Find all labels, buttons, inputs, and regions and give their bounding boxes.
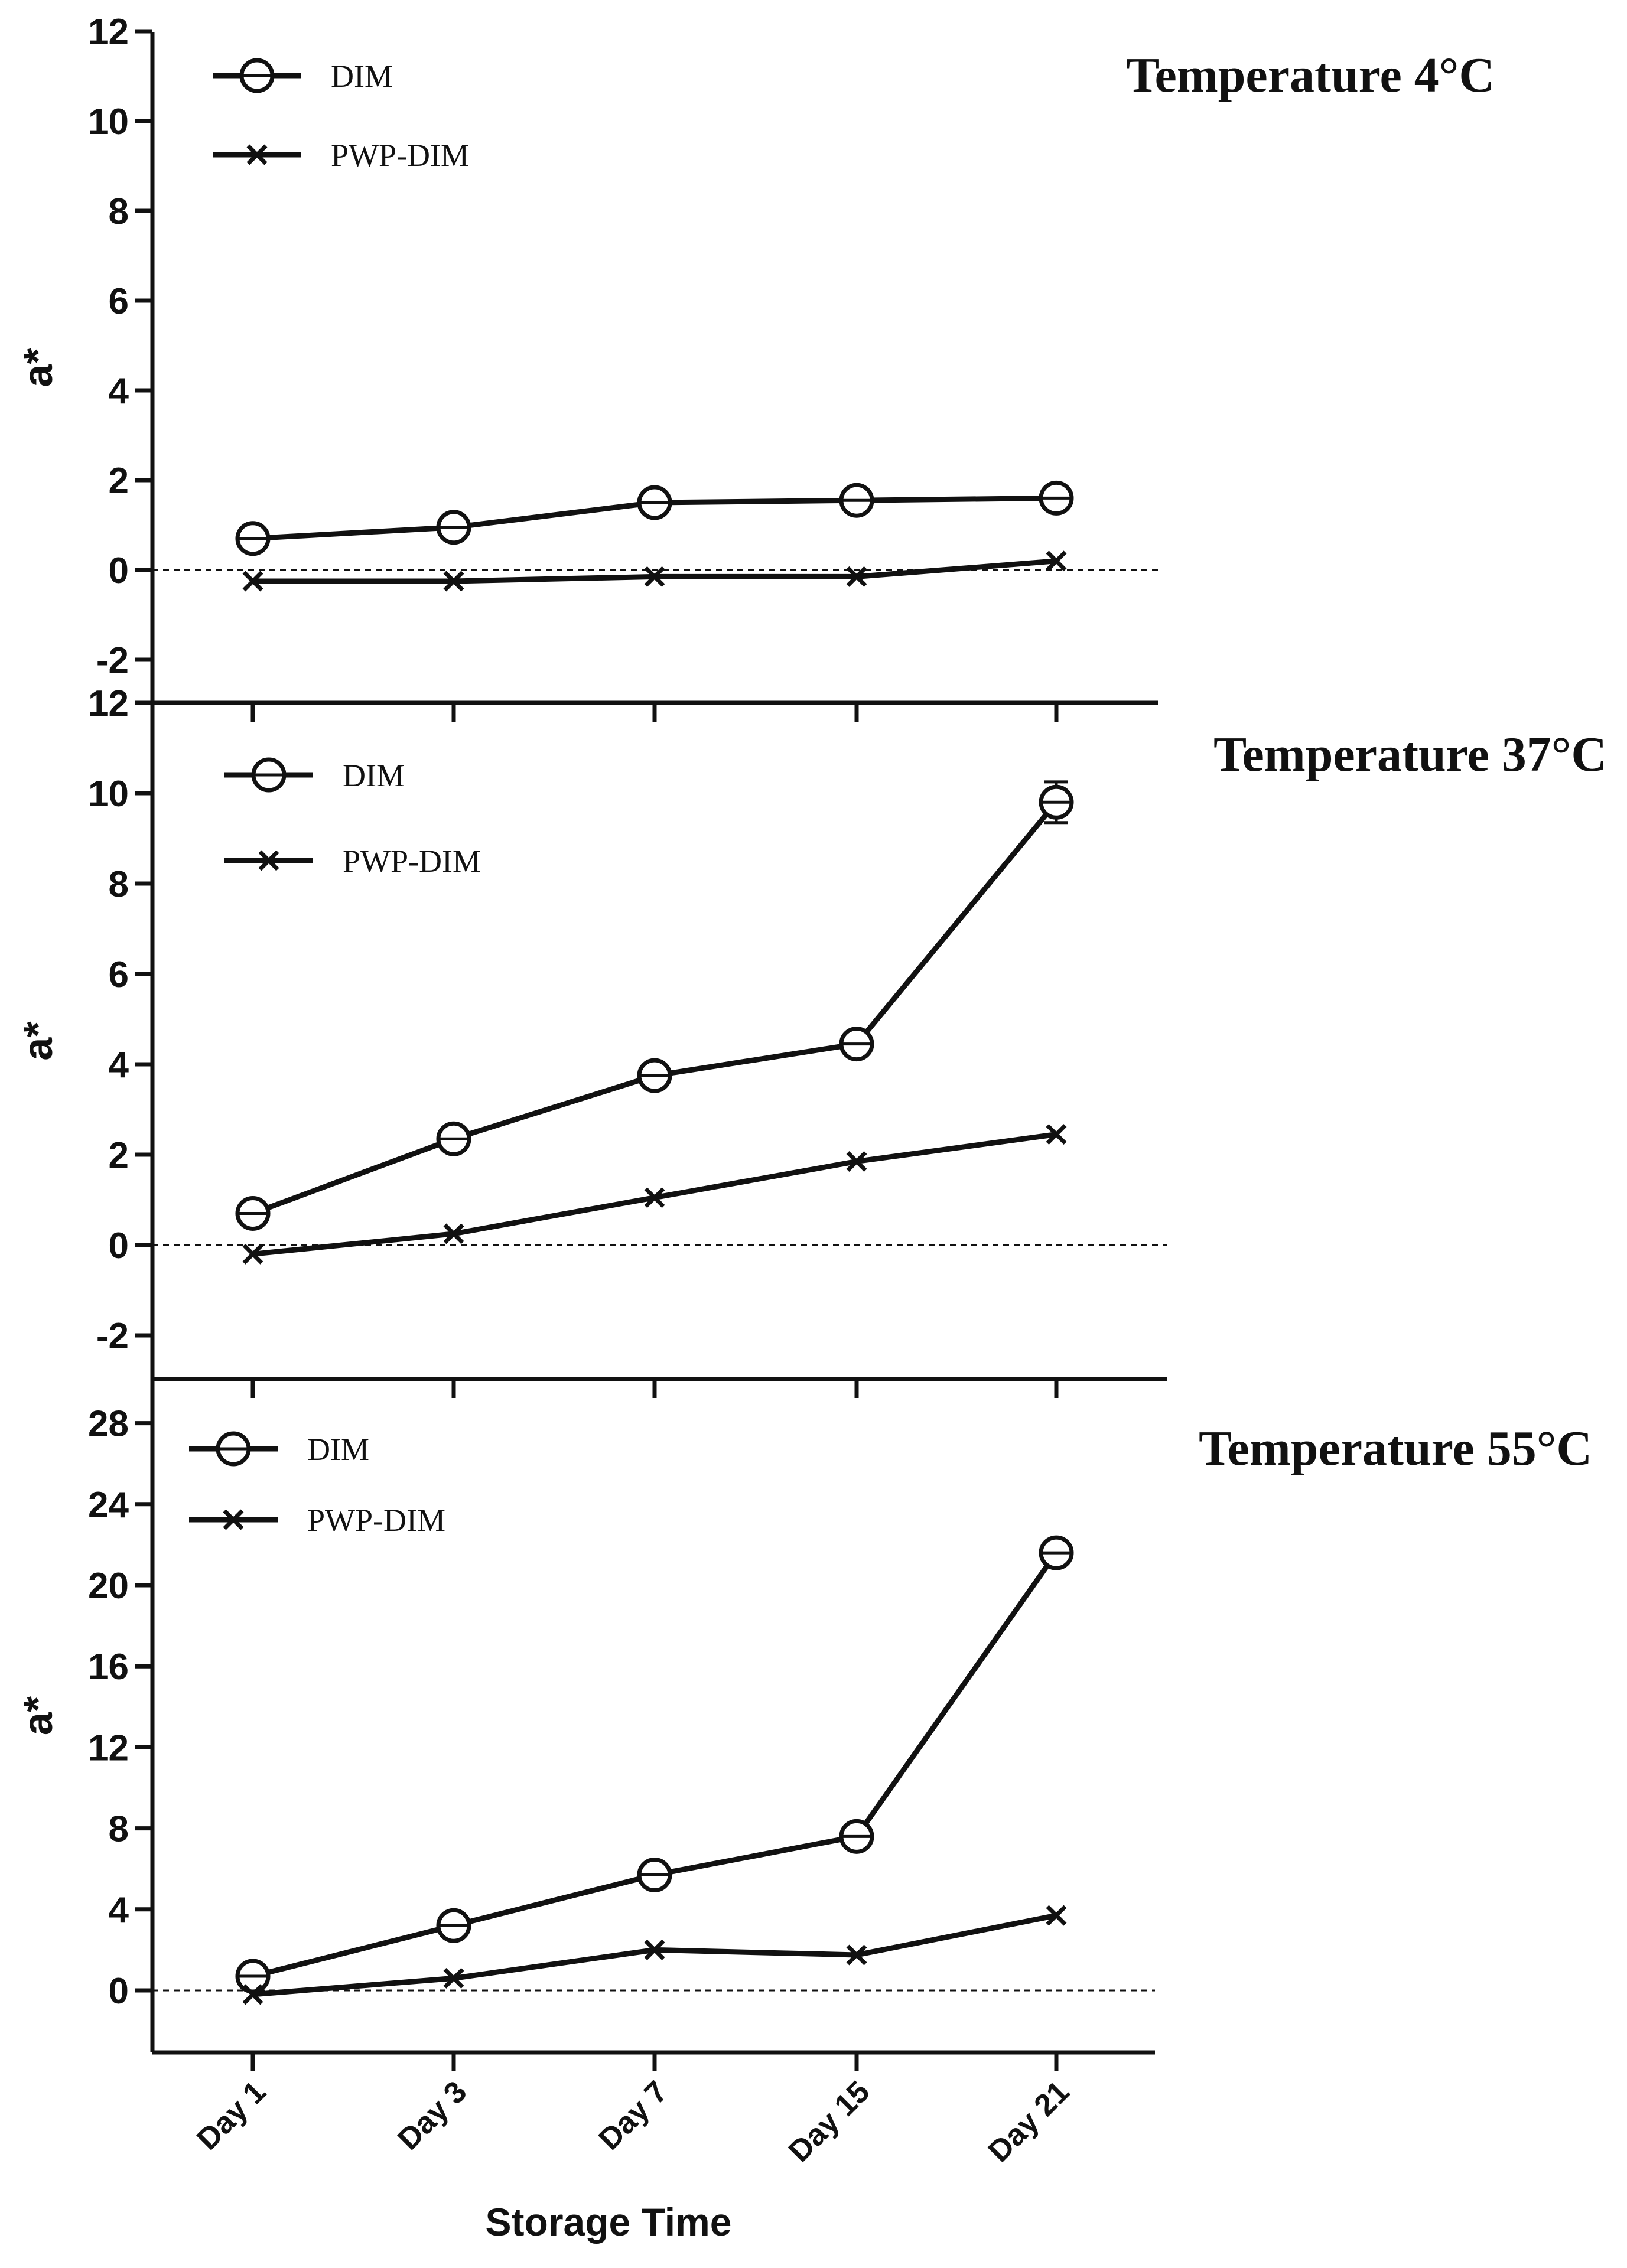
- y-tick-label: 4: [109, 371, 129, 412]
- data-point: [644, 1187, 665, 1208]
- series-line: [252, 1912, 1057, 1997]
- chart-panel-1: -2 0 2 4 6 8 10 12 a* Temperature 4°C DIM PWP-DIM: [15, 12, 1495, 722]
- y-tick-label: 24: [88, 1485, 129, 1526]
- data-point-stroke-b: [846, 566, 867, 587]
- series-dim: [235, 780, 1074, 1231]
- chart-panel-3: 0 4 8 12 16 20 24 28 a* Temperature 55°C DIM PWP-DI…: [15, 1379, 1592, 2071]
- data-point: [443, 571, 464, 592]
- chart-title: Temperature 37°C: [1213, 727, 1607, 782]
- y-tick-label: 8: [109, 1809, 129, 1850]
- legend-marker-stroke-b: [223, 1509, 244, 1530]
- y-axis-label: a*: [15, 1021, 61, 1061]
- data-point: [1046, 1905, 1067, 1926]
- legend-entry-pwp-dim: PWP-DIM: [189, 1503, 445, 1538]
- y-tick-label: 12: [88, 12, 129, 53]
- legend-entry-pwp-dim: PWP-DIM: [213, 138, 469, 173]
- data-point-stroke-b: [644, 566, 665, 587]
- data-point: [242, 571, 263, 592]
- y-tick-label: 0: [109, 1226, 129, 1266]
- y-tick-label: 4: [109, 1890, 129, 1931]
- series-pwp-dim: [242, 550, 1067, 592]
- x-tick-label: Day 1: [190, 2074, 272, 2156]
- y-tick-label: 6: [109, 281, 129, 322]
- y-tick-label: 12: [88, 1728, 129, 1768]
- legend-label: PWP-DIM: [343, 843, 481, 879]
- series-pwp-dim: [242, 1905, 1067, 2005]
- y-tick-label: 16: [88, 1647, 129, 1687]
- x-axis-label: Storage Time: [486, 2200, 732, 2244]
- data-point-stroke-b: [1046, 1124, 1067, 1145]
- legend-label: DIM: [331, 58, 393, 94]
- x-tick-label: Day 21: [982, 2074, 1076, 2169]
- legend-marker-stroke-b: [258, 850, 279, 871]
- chart-title: Temperature 4°C: [1126, 48, 1495, 103]
- y-tick-label: 6: [109, 954, 129, 995]
- legend-marker: [223, 1509, 244, 1530]
- series-dim: [235, 1535, 1074, 1994]
- y-axis-label: a*: [15, 348, 61, 387]
- y-tick-label: 2: [109, 1135, 129, 1176]
- legend-marker-stroke-b: [246, 144, 268, 165]
- data-point-stroke-b: [242, 1243, 263, 1265]
- y-tick-label: 0: [109, 1971, 129, 2012]
- chart-panel-2: -2 0 2 4 6 8 10 12 a* Temperature 37°C DIM PWP-DIM: [15, 683, 1607, 1398]
- y-tick-label: -2: [96, 1316, 129, 1357]
- y-tick-label: 0: [109, 550, 129, 591]
- data-point-stroke-b: [1046, 550, 1067, 572]
- data-point-stroke-b: [242, 571, 263, 592]
- y-tick-label: 10: [88, 774, 129, 814]
- data-point: [242, 1243, 263, 1265]
- y-tick-label: -2: [96, 640, 129, 681]
- legend-marker: [246, 144, 268, 165]
- data-point: [644, 1939, 665, 1960]
- x-axis-categories: Day 1 Day 3 Day 7 Day 15 Day 21: [190, 2074, 1076, 2169]
- data-point: [443, 1223, 464, 1244]
- y-tick-label: 20: [88, 1566, 129, 1606]
- series-line: [252, 1132, 1057, 1257]
- data-point-stroke-b: [443, 1967, 464, 1989]
- data-point-stroke-b: [443, 571, 464, 592]
- legend-entry-dim: DIM: [224, 757, 405, 793]
- y-tick-label: 10: [88, 102, 129, 142]
- data-point: [846, 566, 867, 587]
- data-point-stroke-b: [443, 1223, 464, 1244]
- data-point-stroke-b: [1046, 1905, 1067, 1926]
- data-point-stroke-b: [846, 1151, 867, 1172]
- legend-entry-dim: DIM: [189, 1431, 369, 1467]
- data-point-stroke-b: [644, 1939, 665, 1960]
- x-tick-label: Day 7: [592, 2074, 674, 2156]
- chart-title: Temperature 55°C: [1199, 1421, 1592, 1476]
- series-dim: [235, 480, 1074, 556]
- data-point: [846, 1151, 867, 1172]
- data-point: [846, 1944, 867, 1966]
- legend-label: DIM: [307, 1432, 369, 1467]
- legend-marker: [258, 850, 279, 871]
- y-tick-label: 8: [109, 191, 129, 232]
- data-point-stroke-b: [242, 1984, 263, 2005]
- data-point: [242, 1984, 263, 2005]
- y-tick-label: 12: [88, 683, 129, 724]
- y-axis-label: a*: [15, 1696, 61, 1735]
- y-tick-label: 8: [109, 864, 129, 905]
- data-point: [1046, 1124, 1067, 1145]
- data-point-stroke-b: [846, 1944, 867, 1966]
- y-tick-label: 4: [109, 1045, 129, 1086]
- x-tick-label: Day 3: [391, 2074, 473, 2156]
- data-point-stroke-b: [644, 1187, 665, 1208]
- series-line: [252, 1551, 1059, 1979]
- legend-entry-dim: DIM: [213, 58, 393, 94]
- data-point: [1046, 550, 1067, 572]
- legend-entry-pwp-dim: PWP-DIM: [224, 843, 481, 879]
- legend-label: DIM: [343, 758, 405, 793]
- series-pwp-dim: [242, 1124, 1067, 1265]
- legend-label: PWP-DIM: [331, 138, 469, 173]
- x-tick-label: Day 15: [782, 2074, 877, 2169]
- legend-label: PWP-DIM: [307, 1503, 445, 1538]
- data-point: [644, 566, 665, 587]
- y-tick-label: 28: [88, 1404, 129, 1445]
- data-point: [443, 1967, 464, 1989]
- y-tick-label: 2: [109, 461, 129, 501]
